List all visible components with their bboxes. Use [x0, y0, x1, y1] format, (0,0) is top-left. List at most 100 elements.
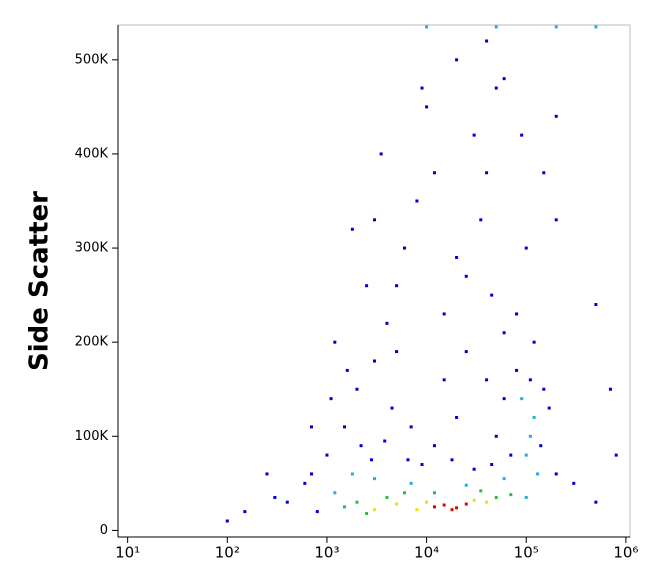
point [442, 312, 446, 316]
point [333, 340, 337, 344]
y-tick-label: 400K [75, 146, 109, 161]
point [455, 506, 459, 510]
point [303, 481, 307, 485]
point [536, 472, 540, 476]
point [542, 171, 546, 175]
point [494, 434, 498, 438]
point [472, 498, 476, 502]
point [390, 406, 394, 410]
point [350, 227, 354, 231]
point [273, 495, 277, 499]
point [554, 114, 558, 118]
point [432, 491, 436, 495]
point [395, 502, 399, 506]
point [333, 491, 337, 495]
point [342, 425, 346, 429]
point [539, 444, 543, 448]
point [350, 472, 354, 476]
point [502, 477, 506, 481]
point [402, 491, 406, 495]
point [455, 58, 459, 62]
x-tick-label: 10⁶ [613, 544, 638, 562]
point [490, 463, 494, 467]
point [554, 472, 558, 476]
point [285, 500, 289, 504]
point [542, 387, 546, 391]
point [502, 397, 506, 401]
point [485, 378, 489, 382]
point [455, 415, 459, 419]
point [594, 500, 598, 504]
point [265, 472, 269, 476]
point [442, 378, 446, 382]
point [572, 481, 576, 485]
point [372, 508, 376, 512]
point [594, 25, 598, 29]
point [395, 350, 399, 354]
point [479, 489, 483, 493]
point [490, 293, 494, 297]
point [342, 505, 346, 509]
point [502, 77, 506, 81]
point [494, 495, 498, 499]
point [494, 25, 498, 29]
point [415, 508, 419, 512]
point [524, 453, 528, 457]
point [455, 255, 459, 259]
point [554, 25, 558, 29]
point [243, 510, 247, 514]
point [528, 434, 532, 438]
point [409, 481, 413, 485]
point [479, 218, 483, 222]
point [406, 458, 410, 462]
point [432, 171, 436, 175]
point [472, 467, 476, 471]
point [520, 397, 524, 401]
point [359, 444, 363, 448]
point [315, 510, 319, 514]
point [547, 406, 551, 410]
point [464, 502, 468, 506]
point [442, 503, 446, 507]
point [472, 133, 476, 137]
point [355, 387, 359, 391]
x-tick-label: 10⁵ [514, 544, 539, 562]
point [464, 483, 468, 487]
point [365, 511, 369, 515]
point [532, 415, 536, 419]
point [515, 312, 519, 316]
point [524, 246, 528, 250]
x-tick-label: 10³ [314, 544, 339, 562]
point [310, 472, 314, 476]
x-tick-label: 10⁴ [414, 544, 439, 562]
point [372, 218, 376, 222]
y-axis-label: Side Scatter [25, 191, 55, 371]
y-tick-label: 0 [100, 523, 108, 538]
point [464, 350, 468, 354]
point [432, 444, 436, 448]
point [425, 25, 429, 29]
point [355, 500, 359, 504]
point [532, 340, 536, 344]
point [608, 387, 612, 391]
point [520, 133, 524, 137]
point [485, 171, 489, 175]
point [425, 105, 429, 109]
point [372, 477, 376, 481]
point [409, 425, 413, 429]
point [528, 378, 532, 382]
point [370, 458, 374, 462]
point [385, 321, 389, 325]
y-tick-label: 200K [75, 335, 109, 350]
point [383, 439, 387, 443]
point [614, 453, 618, 457]
point [329, 397, 333, 401]
point [225, 519, 229, 523]
point [310, 425, 314, 429]
point [395, 284, 399, 288]
point [379, 152, 383, 156]
x-tick-label: 10² [215, 544, 240, 562]
point [450, 508, 454, 512]
plot-frame [117, 24, 631, 538]
